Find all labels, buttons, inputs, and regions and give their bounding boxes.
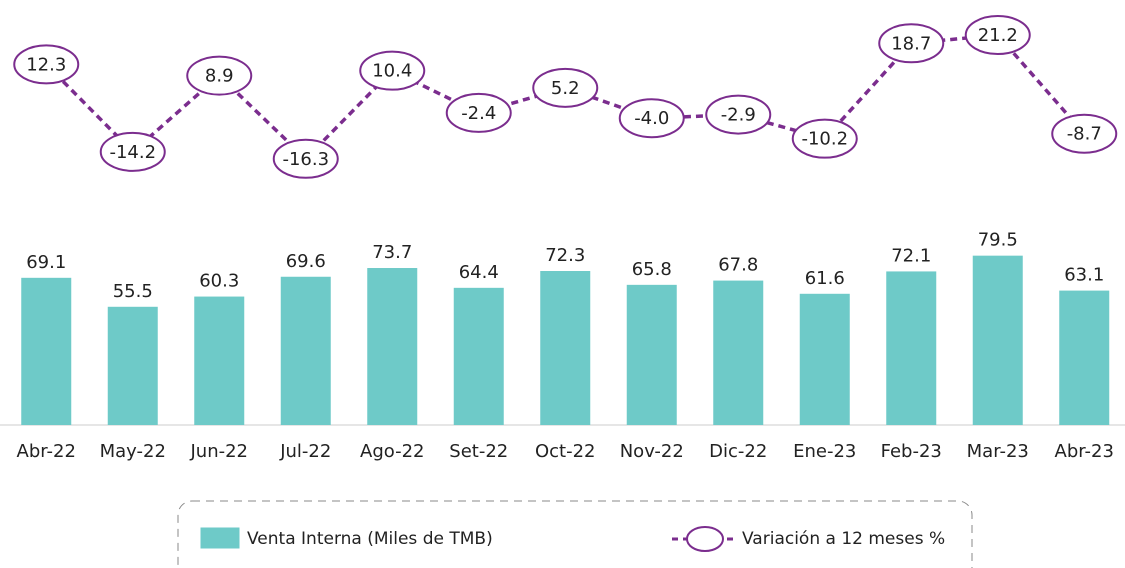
line-value-label: -2.9 [721,105,756,126]
line-value-label: -14.2 [109,142,156,163]
x-tick-label: Jun-22 [189,441,248,462]
bar [367,268,418,425]
line-value-label: 5.2 [551,78,580,99]
x-tick-label: Feb-23 [881,441,942,462]
bar-value-label: 67.8 [718,255,758,276]
legend-bar-icon [200,527,240,549]
bar-value-label: 63.1 [1064,265,1104,286]
x-tick-label: Mar-23 [967,441,1029,462]
x-tick-label: Abr-23 [1055,441,1114,462]
line-marker [1051,113,1118,154]
line-marker [13,44,80,85]
legend-label: Venta Interna (Miles de TMB) [247,529,493,549]
x-tick-label: Set-22 [449,441,508,462]
line-marker [445,92,512,133]
bar-value-label: 72.3 [545,245,585,266]
line-value-label: -4.0 [634,108,669,129]
line-value-label: 21.2 [978,25,1018,46]
line-marker [359,50,426,91]
line-value-label: -8.7 [1067,124,1102,145]
bar [713,280,764,425]
line-marker [99,131,166,172]
bar [21,277,72,425]
bar-value-label: 64.4 [459,262,499,283]
line-marker [791,118,858,159]
legend-marker-icon [686,526,724,552]
x-tick-label: Dic-22 [709,441,767,462]
legend-label: Variación a 12 meses % [742,529,945,549]
bar [107,306,158,425]
bar-value-label: 73.7 [372,242,412,263]
bar-value-label: 61.6 [805,268,845,289]
line-value-label: -10.2 [801,129,848,150]
line-marker [532,67,599,108]
bar [626,284,677,425]
legend-box [177,500,973,568]
bar [453,287,504,425]
bar-value-label: 60.3 [199,271,239,292]
bar [280,276,331,425]
line-value-label: 12.3 [26,54,66,75]
line-value-label: -2.4 [461,103,496,124]
line-value-label: 8.9 [205,66,234,87]
bar [886,271,937,425]
line-marker [272,138,339,179]
bar-value-label: 69.1 [26,252,66,273]
bar [799,293,850,425]
x-tick-label: Jul-22 [279,441,331,462]
bar-value-label: 55.5 [113,281,153,302]
x-tick-label: Ago-22 [360,441,425,462]
line-value-label: 18.7 [891,33,931,54]
x-tick-label: Nov-22 [620,441,684,462]
x-tick-label: May-22 [100,441,166,462]
line-value-label: -16.3 [282,149,329,170]
bar [540,271,591,425]
bar-value-label: 69.6 [286,251,326,272]
line-value-label: 10.4 [372,61,412,82]
line-marker [705,94,772,135]
line-marker [618,98,685,139]
bar [972,255,1023,425]
line-marker [964,15,1031,56]
bar [1059,290,1110,425]
bar-value-label: 65.8 [632,259,672,280]
x-tick-label: Oct-22 [535,441,596,462]
bar [194,296,245,425]
line-marker [878,23,945,64]
bar-value-label: 79.5 [978,230,1018,251]
x-tick-label: Abr-22 [17,441,76,462]
line-marker [186,55,253,96]
bar-value-label: 72.1 [891,245,931,266]
x-tick-label: Ene-23 [793,441,856,462]
